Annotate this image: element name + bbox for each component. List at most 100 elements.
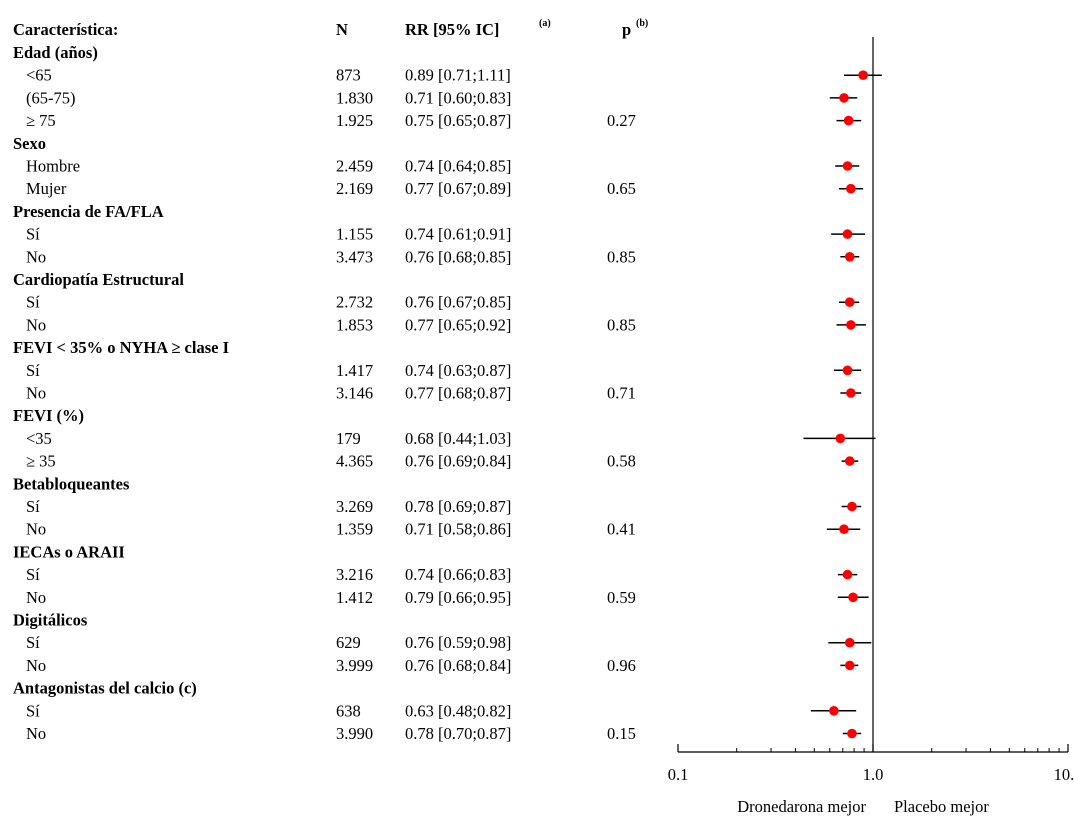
row-rr-ci: 0.76 [0.69;0.84] xyxy=(405,452,511,471)
row-label: ≥ 75 xyxy=(26,111,56,130)
table-header: Característica: N RR [95% IC] (a) p (b) xyxy=(13,18,648,39)
group-label: IECAs o ARAII xyxy=(13,542,125,561)
row-rr-ci: 0.78 [0.69;0.87] xyxy=(405,497,511,516)
row-n: 3.216 xyxy=(336,565,373,584)
row-rr-ci: 0.71 [0.58;0.86] xyxy=(405,520,511,539)
row-n: 638 xyxy=(336,701,361,720)
row-n: 1.830 xyxy=(336,88,373,107)
row-label: No xyxy=(26,315,46,334)
rr-point xyxy=(843,115,854,126)
rr-point xyxy=(839,93,849,103)
group-label: Betabloqueantes xyxy=(13,474,130,493)
row-n: 3.269 xyxy=(336,497,373,516)
row-rr-ci: 0.79 [0.66;0.95] xyxy=(405,588,511,607)
row-label: Sí xyxy=(26,225,40,244)
rr-point xyxy=(847,728,857,739)
row-rr-ci: 0.89 [0.71;1.11] xyxy=(405,66,511,85)
row-rr-ci: 0.76 [0.59;0.98] xyxy=(405,633,511,652)
group-label: Edad (años) xyxy=(13,43,98,62)
row-rr-ci: 0.74 [0.64;0.85] xyxy=(405,157,511,176)
row-p-value: 0.58 xyxy=(607,452,636,471)
row-p-value: 0.96 xyxy=(607,656,636,675)
row-label: No xyxy=(26,520,46,539)
row-n: 1.925 xyxy=(336,111,373,130)
row-label: Sí xyxy=(26,565,40,584)
header-p-superscript: (b) xyxy=(636,18,648,29)
header-p: p xyxy=(622,20,631,39)
row-rr-ci: 0.76 [0.68;0.85] xyxy=(405,247,511,266)
row-n: 629 xyxy=(336,633,361,652)
row-n: 3.990 xyxy=(336,724,373,743)
rr-point xyxy=(829,706,839,716)
row-p-value: 0.41 xyxy=(607,520,636,539)
rr-point xyxy=(846,183,856,194)
row-n: 1.155 xyxy=(336,225,373,244)
rr-point xyxy=(842,161,853,171)
header-characteristic: Característica: xyxy=(13,20,118,39)
group-label: Sexo xyxy=(13,134,46,153)
row-n: 2.732 xyxy=(336,293,373,312)
row-n: 3.473 xyxy=(336,247,373,266)
row-label: Sí xyxy=(26,701,40,720)
rr-point xyxy=(842,569,853,580)
rr-point xyxy=(846,388,856,398)
row-label: No xyxy=(26,724,46,743)
row-n: 3.146 xyxy=(336,384,373,403)
favours-right-label: Placebo mejor xyxy=(894,797,989,816)
rr-point xyxy=(844,297,855,308)
rr-point xyxy=(846,320,856,330)
row-rr-ci: 0.74 [0.61;0.91] xyxy=(405,225,511,244)
row-label: Sí xyxy=(26,497,40,516)
row-label: ≥ 35 xyxy=(26,452,56,471)
row-label: Hombre xyxy=(26,157,80,176)
rr-point xyxy=(842,229,853,239)
row-rr-ci: 0.77 [0.65;0.92] xyxy=(405,315,511,334)
row-rr-ci: 0.77 [0.67;0.89] xyxy=(405,179,511,198)
row-n: 873 xyxy=(336,66,361,85)
rr-point xyxy=(835,433,846,444)
row-n: 179 xyxy=(336,429,361,448)
group-label: FEVI < 35% o NYHA ≥ clase I xyxy=(13,338,229,357)
rr-point xyxy=(842,365,853,376)
row-label: No xyxy=(26,588,46,607)
row-p-value: 0.15 xyxy=(607,724,636,743)
row-rr-ci: 0.71 [0.60;0.83] xyxy=(405,88,511,107)
forest-rows: Edad (años) <65 873 0.89 [0.71;1.11] (65-75)… xyxy=(13,43,882,743)
row-p-value: 0.59 xyxy=(607,588,636,607)
row-label: Sí xyxy=(26,361,40,380)
group-label: Digitálicos xyxy=(13,611,88,630)
x-tick-label: 0.1 xyxy=(668,765,689,784)
row-n: 1.417 xyxy=(336,361,373,380)
rr-point xyxy=(844,637,855,648)
row-p-value: 0.27 xyxy=(607,111,636,130)
row-n: 1.359 xyxy=(336,520,373,539)
row-n: 1.412 xyxy=(336,588,373,607)
row-n: 2.169 xyxy=(336,179,373,198)
group-label: Antagonistas del calcio (c) xyxy=(13,679,197,698)
row-label: Sí xyxy=(26,633,40,652)
row-label: <35 xyxy=(26,429,52,448)
row-n: 4.365 xyxy=(336,452,373,471)
row-n: 2.459 xyxy=(336,157,373,176)
group-label: FEVI (%) xyxy=(13,406,84,425)
rr-point xyxy=(844,456,855,466)
group-label: Cardiopatía Estructural xyxy=(13,270,184,289)
group-label: Presencia de FA/FLA xyxy=(13,202,164,221)
row-rr-ci: 0.78 [0.70;0.87] xyxy=(405,724,511,743)
header-n: N xyxy=(336,20,348,39)
row-label: No xyxy=(26,384,46,403)
row-rr-ci: 0.63 [0.48;0.82] xyxy=(405,701,511,720)
row-label: <65 xyxy=(26,66,52,85)
rr-point xyxy=(844,660,855,671)
row-rr-ci: 0.75 [0.65;0.87] xyxy=(405,111,511,130)
favours-left-label: Dronedarona mejor xyxy=(737,797,866,816)
forest-axis: 0.1 1.0 10.0 Dronedarona mejor Placebo mejor xyxy=(668,37,1074,816)
row-rr-ci: 0.76 [0.67;0.85] xyxy=(405,293,511,312)
row-p-value: 0.71 xyxy=(607,384,636,403)
row-rr-ci: 0.77 [0.68;0.87] xyxy=(405,384,511,403)
row-label: (65-75) xyxy=(26,88,75,107)
row-p-value: 0.85 xyxy=(607,315,636,334)
x-tick-label: 10.0 xyxy=(1054,765,1074,784)
row-p-value: 0.85 xyxy=(607,247,636,266)
